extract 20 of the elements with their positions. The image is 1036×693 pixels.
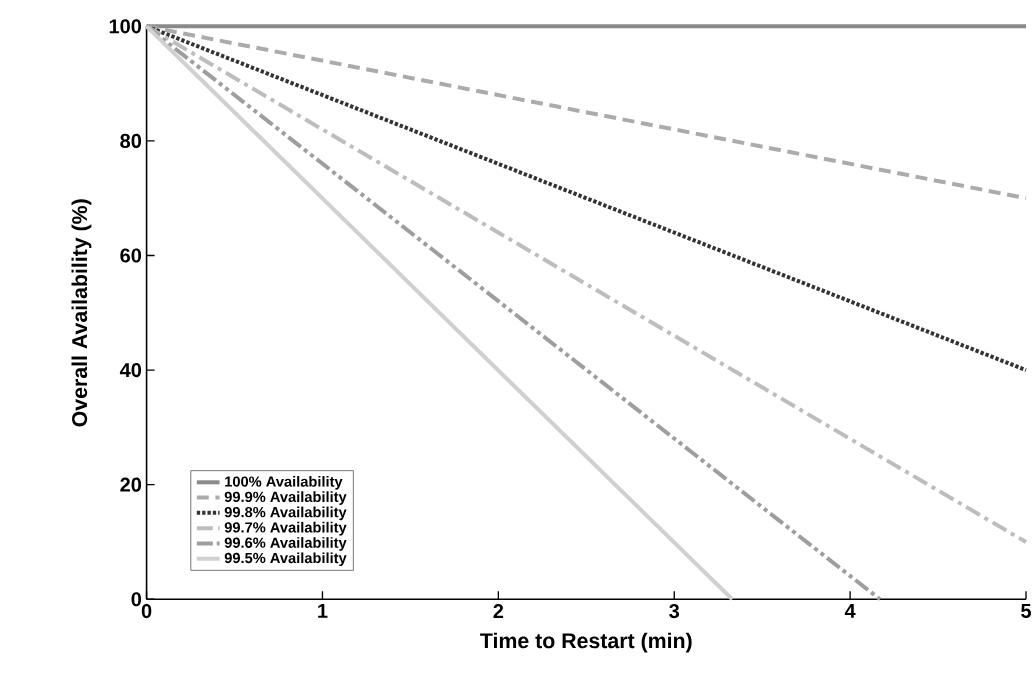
x-tick-label: 4	[844, 604, 856, 618]
legend-label: 99.6% Availability	[224, 537, 347, 551]
y-axis-title: Overall Availability (%)	[71, 199, 92, 427]
x-tick-label: 0	[141, 604, 152, 619]
y-tick-label: 80	[120, 134, 142, 149]
x-tick-label: 5	[1021, 604, 1031, 619]
x-tick-label: 1	[318, 604, 328, 618]
y-tick-label: 100	[109, 19, 142, 34]
x-tick-label: 2	[493, 604, 504, 619]
legend-label: 99.9% Availability	[224, 491, 347, 506]
y-tick-label: 0	[131, 592, 142, 607]
legend-label: 99.5% Availability	[224, 552, 347, 567]
legend-label: 99.7% Availability	[224, 522, 347, 536]
legend-label: 99.8% Availability	[224, 506, 347, 521]
y-tick-label: 60	[120, 248, 142, 263]
x-tick-label: 3	[669, 604, 680, 619]
y-tick-label: 40	[119, 363, 142, 378]
legend-label: 100% Availability	[225, 476, 343, 490]
y-tick-label: 20	[120, 477, 142, 492]
x-axis-title: Time to Restart (min)	[480, 632, 692, 653]
